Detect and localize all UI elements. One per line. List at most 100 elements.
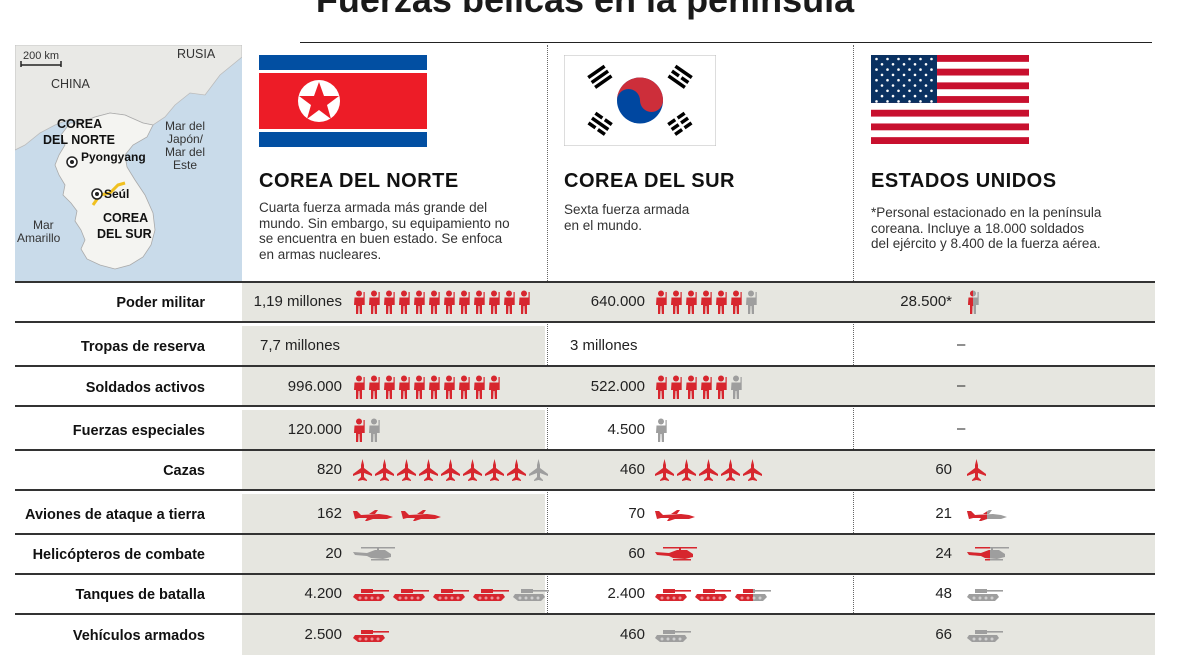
soldier-icon (967, 290, 979, 319)
south-korea-flag (563, 54, 717, 147)
table-row: Poder militar 1,19 millones 640.000 28.500* (15, 282, 1155, 322)
soldier-icon (398, 375, 410, 404)
tank-icon (353, 627, 389, 648)
cell-value: 460 (619, 461, 645, 478)
row-rule (15, 281, 1155, 283)
row-label: Tropas de reserva (80, 339, 205, 355)
helicopter-icon (353, 546, 399, 567)
cell-value: 2.500 (304, 626, 342, 643)
cell-value: 21 (935, 505, 952, 522)
soldier-icon (700, 375, 712, 404)
cell-value: 522.000 (590, 378, 645, 395)
soldier-icon (398, 290, 410, 319)
row-shade (242, 450, 1155, 490)
map-scale: 200 km (23, 50, 60, 62)
soldier-icon (368, 375, 380, 404)
soldier-icon (730, 375, 742, 404)
soldier-icon (473, 290, 485, 319)
soldier-icon (670, 290, 682, 319)
jet-icon (397, 459, 416, 486)
jet-icon (507, 459, 526, 486)
table-row: Helicópteros de combate 20 60 24 (15, 534, 1155, 574)
tank-icon (513, 586, 549, 607)
row-rule (15, 489, 1155, 491)
map-label-yellow-sea: Mar Amarillo (17, 218, 61, 245)
soldier-icon (353, 290, 365, 319)
soldier-icon (730, 290, 742, 319)
map-label-china: CHINA (51, 77, 90, 91)
tank-icon (655, 586, 691, 607)
map-land (15, 45, 242, 270)
soldier-icon (383, 290, 395, 319)
cell-value: 3 millones (570, 337, 638, 354)
soldier-icon (655, 418, 667, 447)
country-desc-usa: *Personal estacionado en la península cor… (871, 205, 1102, 251)
cell-value: 4.500 (607, 421, 645, 438)
helicopter-icon (967, 546, 1013, 567)
attack-plane-icon (401, 507, 441, 526)
row-rule (15, 449, 1155, 451)
cell-value: 66 (935, 626, 952, 643)
soldier-icon (655, 290, 667, 319)
jet-icon (699, 459, 718, 486)
jet-icon (529, 459, 548, 486)
tank-icon (695, 586, 731, 607)
soldier-icon (413, 290, 425, 319)
map-label-south-korea-2: DEL SUR (97, 227, 152, 241)
row-rule (15, 321, 1155, 323)
soldier-icon (685, 290, 697, 319)
cell-value: 120.000 (287, 421, 342, 438)
map-label-russia: RUSIA (177, 47, 216, 61)
row-rule (15, 613, 1155, 615)
map-label-seoul: Seúl (104, 187, 130, 201)
tank-icon (735, 586, 771, 607)
soldier-icon (715, 290, 727, 319)
table-row: Fuerzas especiales 120.000 4.500 – (15, 410, 1155, 450)
table-row: Tropas de reserva 7,7 millones 3 millones – (15, 326, 1155, 366)
soldier-icon (428, 375, 440, 404)
cell-value: – (957, 336, 966, 353)
row-label: Cazas (163, 463, 205, 479)
cell-value: – (957, 377, 966, 394)
soldier-icon (368, 290, 380, 319)
korea-map: 200 km RUSIA CHINA COREA DEL NORTE Pyong… (15, 45, 242, 282)
title-rule (300, 42, 1152, 43)
table-row: Aviones de ataque a tierra 162 70 21 (15, 494, 1155, 534)
soldier-icon (700, 290, 712, 319)
soldier-icon (745, 290, 757, 319)
row-label: Vehículos armados (72, 628, 205, 644)
table-row: Soldados activos 996.000 522.000 – (15, 367, 1155, 407)
usa-flag (871, 55, 1029, 145)
soldier-icon (428, 290, 440, 319)
jet-icon (655, 459, 674, 486)
soldier-icon (655, 375, 667, 404)
soldier-icon (368, 418, 380, 447)
column-divider (547, 45, 548, 635)
soldier-icon (443, 290, 455, 319)
country-name-north-korea: COREA DEL NORTE (259, 170, 459, 192)
jet-icon (485, 459, 504, 486)
column-divider (853, 45, 854, 635)
soldier-icon (458, 375, 470, 404)
soldier-icon (715, 375, 727, 404)
cell-value: 60 (628, 545, 645, 562)
cell-value: 2.400 (607, 585, 645, 602)
jet-icon (463, 459, 482, 486)
jet-icon (721, 459, 740, 486)
jet-icon (375, 459, 394, 486)
row-label: Helicópteros de combate (32, 547, 205, 563)
cell-value: 640.000 (590, 293, 645, 310)
soldier-icon (383, 375, 395, 404)
row-rule (15, 365, 1155, 367)
row-label: Tanques de batalla (75, 587, 205, 603)
country-name-south-korea: COREA DEL SUR (564, 170, 735, 192)
jet-icon (743, 459, 762, 486)
soldier-icon (458, 290, 470, 319)
map-label-pyongyang: Pyongyang (81, 150, 146, 164)
row-rule (15, 405, 1155, 407)
jet-icon (967, 459, 986, 486)
jet-icon (677, 459, 696, 486)
soldier-icon (353, 375, 365, 404)
soldier-icon (518, 290, 530, 319)
row-label: Fuerzas especiales (72, 423, 205, 439)
